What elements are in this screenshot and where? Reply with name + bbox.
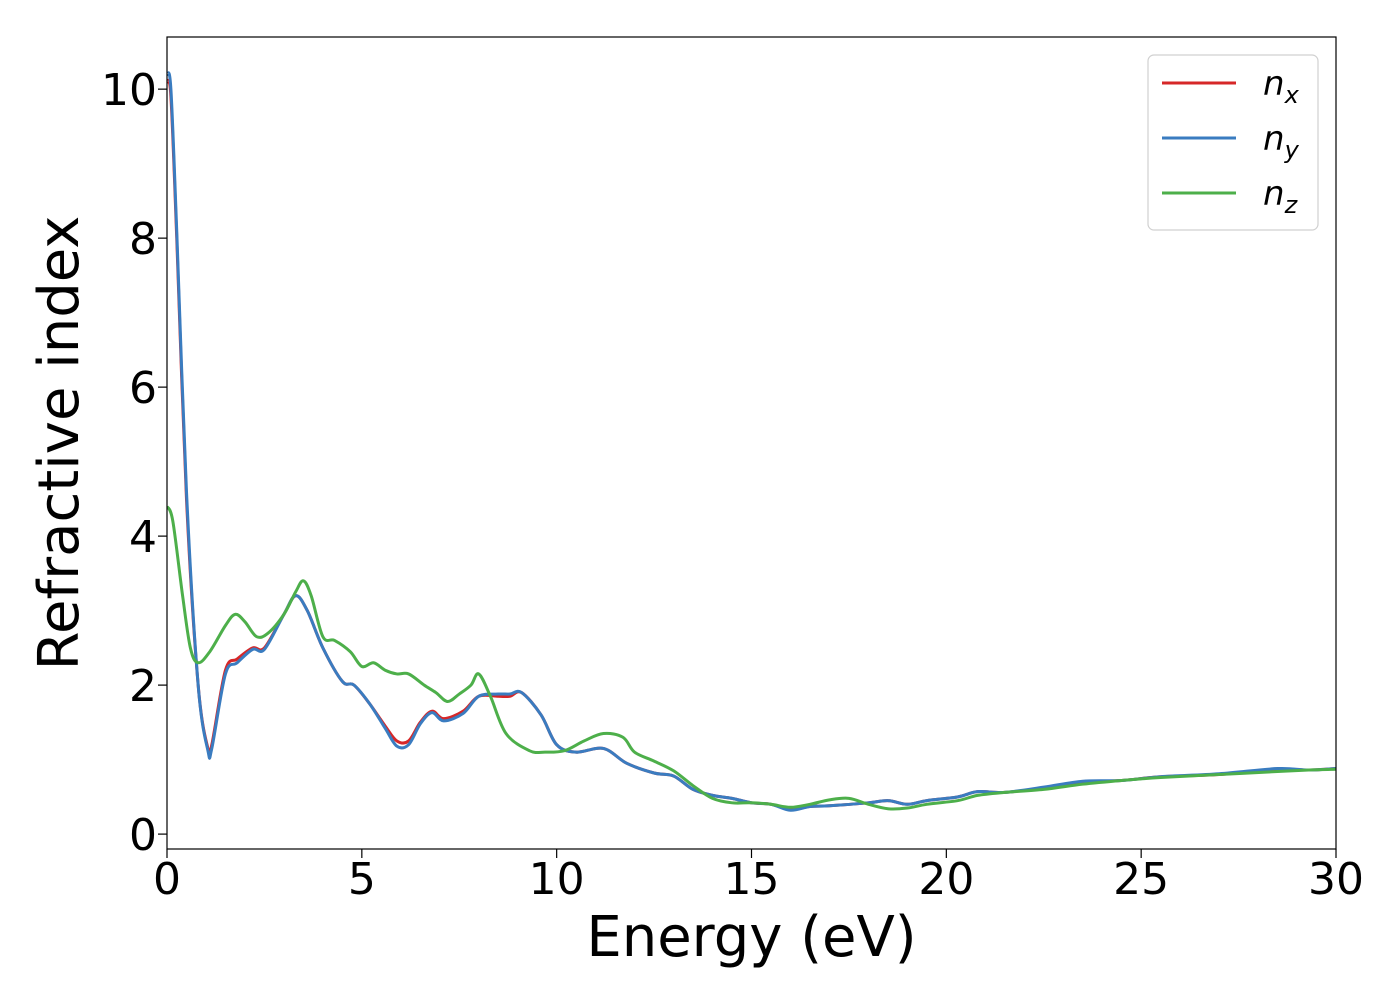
y-tick-label: 2 xyxy=(129,661,157,712)
series-line-nz xyxy=(167,505,1336,811)
y-axis-title: Refractive index xyxy=(27,216,92,671)
x-tick-label: 0 xyxy=(153,854,181,905)
series-line-ny xyxy=(167,71,1336,812)
x-tick-label: 30 xyxy=(1308,854,1364,905)
legend-box xyxy=(1147,54,1319,231)
y-tick-label: 4 xyxy=(129,512,157,563)
x-axis-title: Energy (eV) xyxy=(586,905,916,970)
legend-label-nz: nz xyxy=(1263,174,1299,219)
legend: nx ny nz xyxy=(1147,54,1319,231)
series-lines xyxy=(167,71,1336,812)
y-axis: 0 2 4 6 8 10 xyxy=(101,65,167,861)
y-tick-label: 0 xyxy=(129,810,157,861)
y-tick-label: 8 xyxy=(129,214,157,265)
x-tick-label: 5 xyxy=(348,854,376,905)
x-tick-label: 15 xyxy=(724,854,780,905)
x-axis: 0 5 10 15 20 25 30 xyxy=(153,849,1364,905)
legend-label-nx: nx xyxy=(1263,64,1300,109)
y-tick-label: 10 xyxy=(101,65,157,116)
y-tick-label: 6 xyxy=(129,363,157,414)
legend-label-ny: ny xyxy=(1263,119,1300,164)
x-tick-label: 20 xyxy=(918,854,974,905)
x-tick-label: 25 xyxy=(1113,854,1169,905)
x-tick-label: 10 xyxy=(529,854,585,905)
